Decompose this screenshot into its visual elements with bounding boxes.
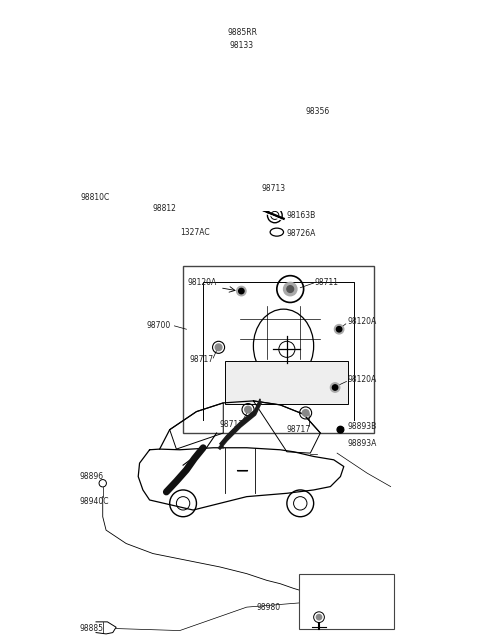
- Text: 98700: 98700: [146, 322, 170, 331]
- Text: 1327AC: 1327AC: [180, 228, 209, 237]
- Text: 98980: 98980: [257, 603, 281, 612]
- Bar: [299, 574, 394, 629]
- Circle shape: [237, 286, 246, 296]
- Text: 98893A: 98893A: [347, 438, 376, 447]
- Circle shape: [316, 614, 322, 620]
- Text: 98870: 98870: [322, 599, 346, 608]
- Text: 9885RR: 9885RR: [228, 28, 258, 37]
- Text: 98812: 98812: [153, 204, 177, 213]
- Text: 98120A: 98120A: [347, 317, 376, 325]
- Bar: [183, 266, 374, 433]
- Circle shape: [239, 288, 244, 294]
- Circle shape: [284, 282, 297, 296]
- Text: 98885: 98885: [79, 624, 103, 633]
- Text: 98713: 98713: [262, 184, 286, 193]
- Circle shape: [248, 196, 252, 201]
- Circle shape: [333, 385, 338, 390]
- Circle shape: [302, 410, 309, 416]
- FancyBboxPatch shape: [225, 58, 242, 73]
- Text: (W/O REAR: (W/O REAR: [304, 578, 344, 585]
- Circle shape: [337, 426, 344, 433]
- Circle shape: [330, 383, 340, 392]
- Text: 98120A: 98120A: [347, 375, 376, 384]
- Text: WINDOW WIPER): WINDOW WIPER): [304, 587, 365, 593]
- Text: 98717: 98717: [190, 355, 214, 364]
- Circle shape: [287, 286, 294, 292]
- Text: 98711: 98711: [315, 278, 339, 287]
- Polygon shape: [220, 399, 260, 447]
- Text: 98896: 98896: [79, 472, 103, 481]
- Text: 98356: 98356: [306, 107, 330, 116]
- Circle shape: [336, 327, 342, 332]
- Text: 98120A: 98120A: [188, 278, 217, 287]
- Text: 98133: 98133: [230, 42, 254, 51]
- Circle shape: [335, 325, 344, 334]
- Circle shape: [215, 344, 222, 351]
- Text: 98893B: 98893B: [347, 422, 376, 431]
- Text: 98940C: 98940C: [79, 497, 109, 506]
- Text: 98717: 98717: [220, 421, 244, 429]
- Text: 98163B: 98163B: [287, 211, 316, 220]
- FancyBboxPatch shape: [225, 361, 348, 404]
- Text: 98726A: 98726A: [287, 229, 316, 238]
- Circle shape: [301, 121, 306, 126]
- Text: 98717: 98717: [287, 425, 311, 434]
- Circle shape: [245, 406, 252, 413]
- Text: 98810C: 98810C: [81, 193, 110, 202]
